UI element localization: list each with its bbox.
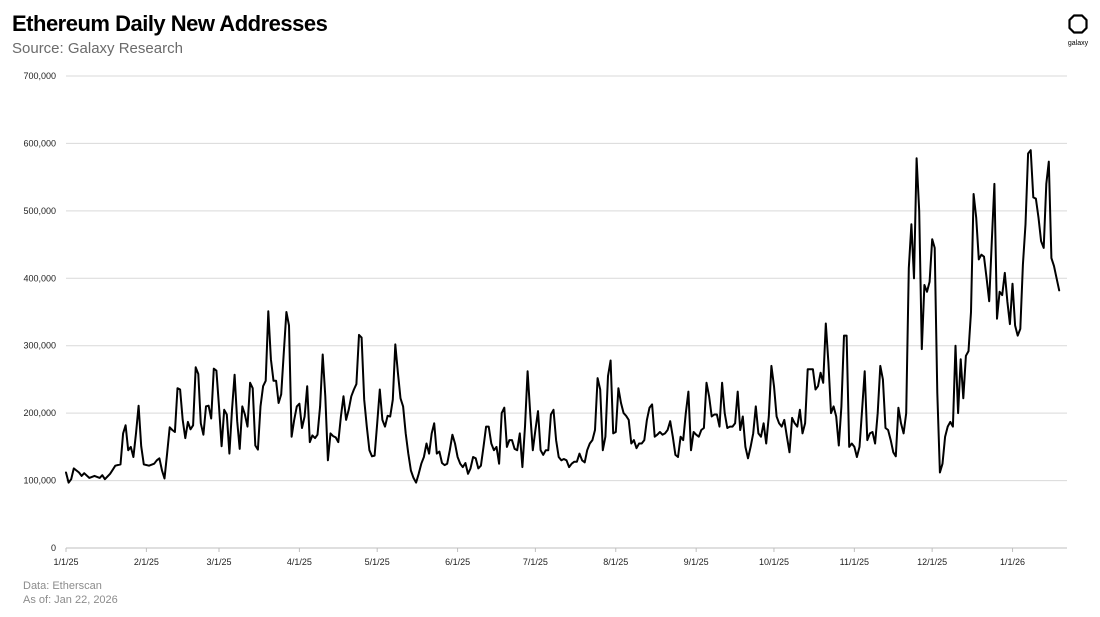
footer-data-source: Data: Etherscan [23,580,102,592]
y-tick-label: 500,000 [23,206,56,216]
x-tick-label: 9/1/25 [684,557,709,567]
y-axis: 0 100,000 200,000 300,000 400,000 500,000 600,… [23,71,56,553]
y-tick-label: 400,000 [23,273,56,283]
footer-as-of: As of: Jan 22, 2026 [23,594,118,606]
x-tick-label: 4/1/25 [287,557,312,567]
x-tick-label: 1/1/25 [53,557,78,567]
series-line [65,149,1061,484]
x-tick-label: 11/1/25 [840,557,869,567]
x-tick-label: 3/1/25 [206,557,231,567]
x-tick-label: 5/1/25 [365,557,390,567]
y-tick-label: 700,000 [23,71,56,81]
galaxy-logo-icon [1068,14,1088,34]
x-axis: 1/1/25 2/1/25 3/1/25 4/1/25 5/1/25 6/1/25 7/1/… [53,547,1067,567]
x-tick-label: 7/1/25 [523,557,548,567]
x-tick-label: 8/1/25 [603,557,628,567]
galaxy-logo: galaxy [1062,14,1094,47]
x-tick-label: 2/1/25 [134,557,159,567]
series-layer [65,149,1061,484]
chart-subtitle: Source: Galaxy Research [12,40,183,57]
y-tick-label: 300,000 [23,341,56,351]
chart-title: Ethereum Daily New Addresses [12,11,328,36]
gridlines [66,75,1067,482]
x-tick-label: 1/1/26 [1000,557,1025,567]
x-tick-label: 6/1/25 [445,557,470,567]
y-tick-label: 100,000 [23,476,56,486]
galaxy-logo-text: galaxy [1067,40,1089,47]
x-tick-label: 12/1/25 [917,557,947,567]
y-tick-label: 0 [51,543,56,553]
x-tick-label: 10/1/25 [759,557,789,567]
y-tick-label: 600,000 [23,138,56,148]
y-tick-label: 200,000 [23,408,56,418]
